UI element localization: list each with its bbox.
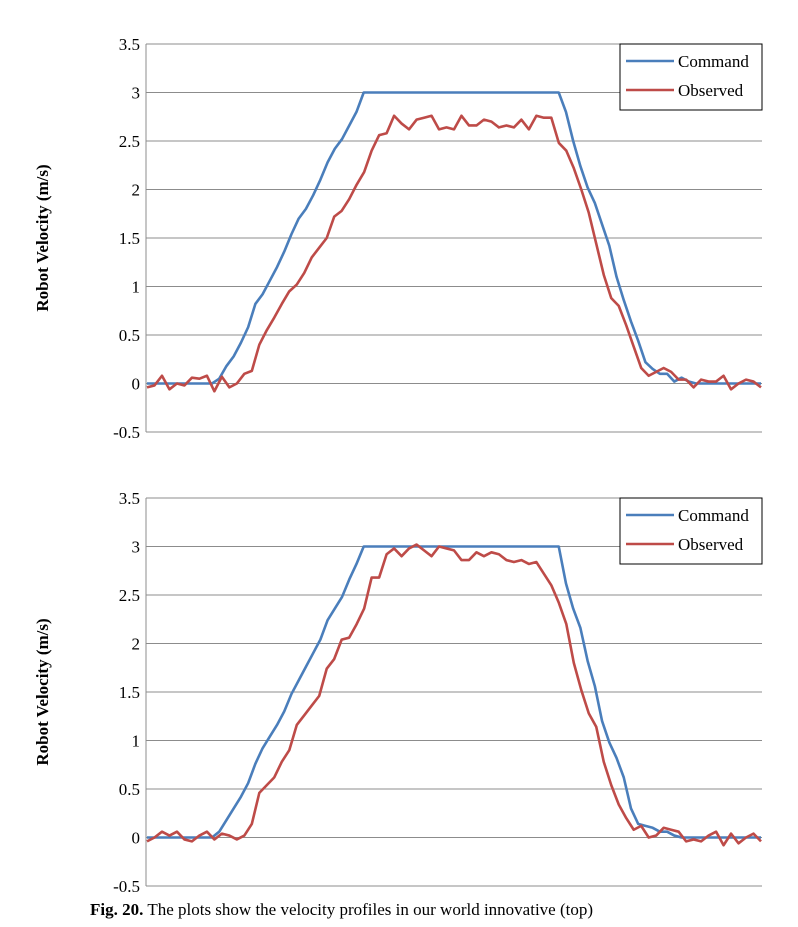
legend: Command Observed bbox=[619, 497, 763, 565]
legend-label-command: Command bbox=[678, 506, 749, 525]
series-line-command bbox=[147, 545, 761, 839]
y-tick-label: 0.5 bbox=[119, 326, 140, 345]
legend-box bbox=[619, 497, 763, 565]
legend-label-observed: Observed bbox=[678, 535, 744, 554]
caption-label: Fig. 20. bbox=[90, 900, 144, 919]
y-tick-label: 2.5 bbox=[119, 586, 140, 605]
y-tick-label: 0.5 bbox=[119, 780, 140, 799]
y-tick-label: -0.5 bbox=[113, 423, 140, 442]
series-line-observed bbox=[146, 114, 762, 393]
y-tick-label: 1.5 bbox=[119, 683, 140, 702]
y-tick-label: -0.5 bbox=[113, 877, 140, 896]
legend-label-observed: Observed bbox=[678, 81, 744, 100]
legend-label-command: Command bbox=[678, 52, 749, 71]
series-line-observed bbox=[146, 543, 762, 847]
y-tick-label: 1 bbox=[132, 732, 141, 751]
legend-box bbox=[619, 43, 763, 111]
chart-top: 3.5 3 2.5 2 1.5 1 0.5 0 -0.5 Robot Velocity (m/s)… bbox=[33, 35, 763, 442]
y-tick-label: 1.5 bbox=[119, 229, 140, 248]
y-axis-label: Robot Velocity (m/s) bbox=[33, 618, 52, 765]
y-tick-label: 2.5 bbox=[119, 132, 140, 151]
y-tick-label: 3 bbox=[132, 84, 141, 103]
chart-bottom: 3.5 3 2.5 2 1.5 1 0.5 0 -0.5 Robot Velocity (m/s)… bbox=[33, 489, 763, 896]
y-tick-label: 2 bbox=[132, 181, 141, 200]
legend: Command Observed bbox=[619, 43, 763, 111]
y-tick-label: 1 bbox=[132, 278, 141, 297]
y-tick-label: 3.5 bbox=[119, 489, 140, 508]
figure-caption: Fig. 20. The plots show the velocity pro… bbox=[90, 900, 790, 927]
y-axis-label: Robot Velocity (m/s) bbox=[33, 164, 52, 311]
caption-text: The plots show the velocity profiles in … bbox=[147, 900, 594, 919]
y-tick-label: 3 bbox=[132, 538, 141, 557]
y-tick-label: 2 bbox=[132, 635, 141, 654]
y-tick-label: 3.5 bbox=[119, 35, 140, 54]
y-tick-label: 0 bbox=[132, 375, 141, 394]
series-line-command bbox=[147, 91, 761, 385]
y-tick-label: 0 bbox=[132, 829, 141, 848]
